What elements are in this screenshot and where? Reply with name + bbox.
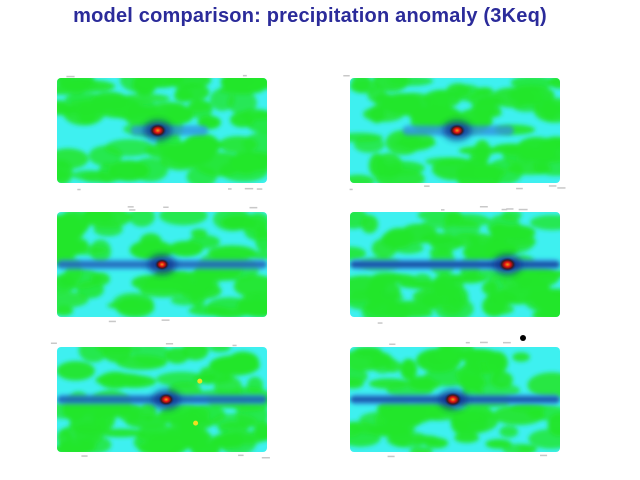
map-panel-2-2 bbox=[350, 206, 560, 324]
panel-speckle bbox=[377, 206, 528, 324]
panel-speckle bbox=[108, 206, 258, 323]
equatorial-band bbox=[350, 259, 560, 270]
anomaly-dot bbox=[193, 420, 199, 426]
hotspot bbox=[143, 120, 172, 141]
hotspot bbox=[148, 254, 176, 275]
map-panel-1-1 bbox=[57, 74, 267, 191]
hotspot bbox=[443, 120, 472, 141]
map-panel-3-1 bbox=[50, 342, 270, 459]
anomaly-patches bbox=[350, 212, 560, 317]
hotspot bbox=[493, 254, 522, 275]
panel-speckle bbox=[50, 342, 270, 459]
map-panel-3-2 bbox=[350, 341, 560, 458]
anomaly-dot bbox=[197, 378, 203, 384]
hotspot bbox=[152, 389, 181, 410]
panel-speckle bbox=[387, 341, 548, 458]
map-panel-2-1 bbox=[57, 206, 267, 323]
panel-speckle bbox=[66, 74, 263, 191]
panel-speckle bbox=[343, 75, 566, 191]
hotspot bbox=[438, 389, 467, 410]
anomaly-patches bbox=[350, 78, 560, 183]
figure-title: model comparison: precipitation anomaly … bbox=[73, 5, 547, 27]
map-panel-1-2 bbox=[343, 75, 566, 191]
stray-dot bbox=[520, 335, 526, 341]
